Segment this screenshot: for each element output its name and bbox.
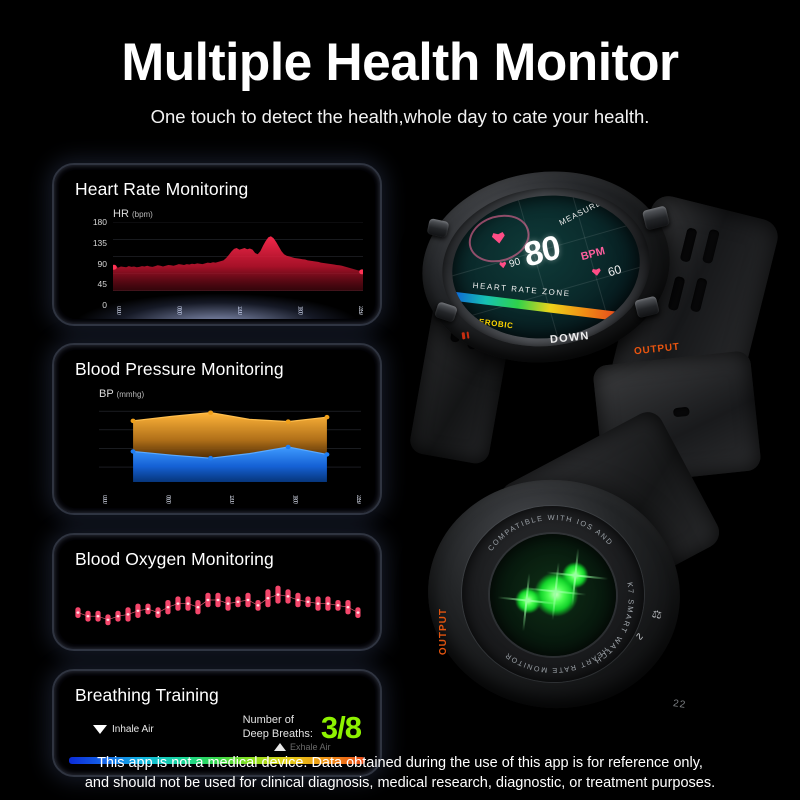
card-heart-rate[interactable]: Heart Rate Monitoring HR (bpm) bbox=[52, 163, 382, 326]
hr-y-tick: 180 bbox=[92, 217, 107, 227]
hr-value-high: 90 bbox=[507, 256, 522, 271]
card-blood-oxygen-body: Blood Oxygen Monitoring bbox=[59, 540, 375, 644]
hr-area-path bbox=[113, 236, 363, 291]
watch-model-number: 22 bbox=[672, 698, 687, 711]
watch-back-output-label: OUTPUT bbox=[438, 608, 449, 656]
triangle-down-icon bbox=[93, 725, 107, 734]
bp-x-tick: 12:00 bbox=[228, 494, 234, 503]
card-blood-oxygen-title: Blood Oxygen Monitoring bbox=[75, 549, 274, 569]
bpm-unit: BPM bbox=[579, 245, 607, 264]
watch-back-view[interactable]: COMPATIBLE WITH IOS AND K7 SMART WATCH H… bbox=[416, 467, 696, 721]
strap-slot bbox=[701, 228, 720, 265]
exhale-label: Exhale Air bbox=[290, 742, 331, 752]
hr-y-tick: 45 bbox=[59, 279, 107, 289]
disclaimer-line-2: and should not be used for clinical diag… bbox=[84, 775, 716, 792]
blood-oxygen-chart bbox=[73, 582, 363, 636]
card-heart-rate-title: Heart Rate Monitoring bbox=[75, 179, 249, 199]
bp-diastolic-line bbox=[133, 446, 328, 459]
card-blood-pressure[interactable]: Blood Pressure Monitoring BP (mmhg) bbox=[52, 343, 382, 515]
deep-breath-label-line2: Deep Breaths: bbox=[242, 727, 313, 740]
card-blood-pressure-body: Blood Pressure Monitoring BP (mmhg) bbox=[59, 350, 375, 508]
inhale-marker: Inhale Air bbox=[93, 724, 154, 735]
led-flare-right bbox=[572, 572, 579, 579]
hr-y-tick: 90 bbox=[97, 258, 107, 269]
deep-breath-label: Number of Deep Breaths: bbox=[243, 714, 313, 741]
case-red-marking bbox=[461, 331, 470, 340]
card-glow bbox=[59, 285, 375, 319]
deep-breath-label-line1: Number of bbox=[242, 714, 294, 727]
bp-x-tick: 23:59 bbox=[355, 494, 361, 503]
watch-button-top-right[interactable] bbox=[641, 205, 671, 231]
led-flare-main bbox=[550, 586, 561, 597]
bp-diastolic-markers bbox=[130, 444, 330, 461]
bp-systolic-area bbox=[133, 412, 327, 459]
disclaimer-line-1: This app is not a medical device. Data o… bbox=[97, 754, 703, 771]
watch-button-top-left[interactable] bbox=[426, 218, 450, 238]
spo2-bars bbox=[75, 585, 361, 626]
card-breathing-training[interactable]: Breathing Training Number of Deep Breath… bbox=[52, 669, 382, 777]
bp-x-tick: 00:00 bbox=[101, 494, 107, 503]
bp-x-tick: 06:00 bbox=[164, 494, 171, 503]
card-blood-pressure-title: Blood Pressure Monitoring bbox=[75, 359, 284, 379]
blood-pressure-svg bbox=[99, 410, 361, 482]
heart-rate-svg bbox=[113, 222, 363, 291]
card-blood-oxygen[interactable]: Blood Oxygen Monitoring bbox=[52, 533, 382, 651]
bp-diastolic-area bbox=[133, 446, 327, 482]
deep-breath-counter: Number of Deep Breaths: 3/8 bbox=[243, 710, 362, 745]
hr-end-marker bbox=[359, 269, 363, 275]
bp-axis-unit: (mmhg) bbox=[116, 390, 145, 399]
heart-rate-chart bbox=[113, 222, 363, 291]
hr-axis-unit: (bpm) bbox=[131, 210, 153, 219]
blood-oxygen-svg bbox=[75, 585, 361, 626]
bp-x-tick: 18:00 bbox=[291, 494, 298, 503]
card-breathing-title: Breathing Training bbox=[75, 685, 219, 705]
card-breathing-body: Breathing Training Number of Deep Breath… bbox=[59, 676, 375, 770]
inhale-label: Inhale Air bbox=[112, 724, 154, 735]
triangle-up-icon bbox=[274, 743, 286, 751]
led-flare-left bbox=[523, 597, 530, 604]
hr-start-marker bbox=[113, 264, 117, 270]
bp-x-axis: 00:00 06:00 12:00 18:00 23:59 bbox=[101, 494, 361, 504]
strap-slot bbox=[672, 406, 690, 418]
watch-button-bottom-right[interactable] bbox=[634, 295, 660, 319]
bp-systolic-line bbox=[132, 412, 328, 423]
watch-output-label: OUTPUT bbox=[633, 341, 681, 358]
hr-y-tick: 135 bbox=[92, 237, 107, 248]
exhale-marker: Exhale Air bbox=[274, 742, 331, 752]
spo2-dots bbox=[76, 593, 360, 622]
watch-front-view[interactable]: MEASURE HR 80 BPM 90 60 HEART RATE ZONE … bbox=[411, 157, 684, 377]
header: Multiple Health Monitor One touch to det… bbox=[0, 0, 800, 150]
breathing-gradient-bar bbox=[69, 757, 365, 764]
bp-axis-label: BP (mmhg) bbox=[99, 388, 145, 400]
deep-breath-value: 3/8 bbox=[320, 710, 362, 745]
watch-product-photo: MEASURE HR 80 BPM 90 60 HEART RATE ZONE … bbox=[400, 150, 800, 770]
page-title: Multiple Health Monitor bbox=[121, 33, 679, 92]
page-subtitle: One touch to detect the health,whole day… bbox=[150, 106, 650, 127]
disclaimer: This app is not a medical device. Data o… bbox=[0, 753, 800, 794]
bp-systolic-markers bbox=[130, 410, 330, 424]
card-heart-rate-body: Heart Rate Monitoring HR (bpm) bbox=[59, 170, 375, 319]
strap-slot bbox=[689, 277, 708, 313]
hr-axis-label: HR (bpm) bbox=[113, 208, 153, 220]
blood-pressure-chart bbox=[99, 400, 361, 482]
health-cards-column: Heart Rate Monitoring HR (bpm) bbox=[52, 163, 400, 778]
bpm-value: 80 bbox=[521, 228, 563, 275]
